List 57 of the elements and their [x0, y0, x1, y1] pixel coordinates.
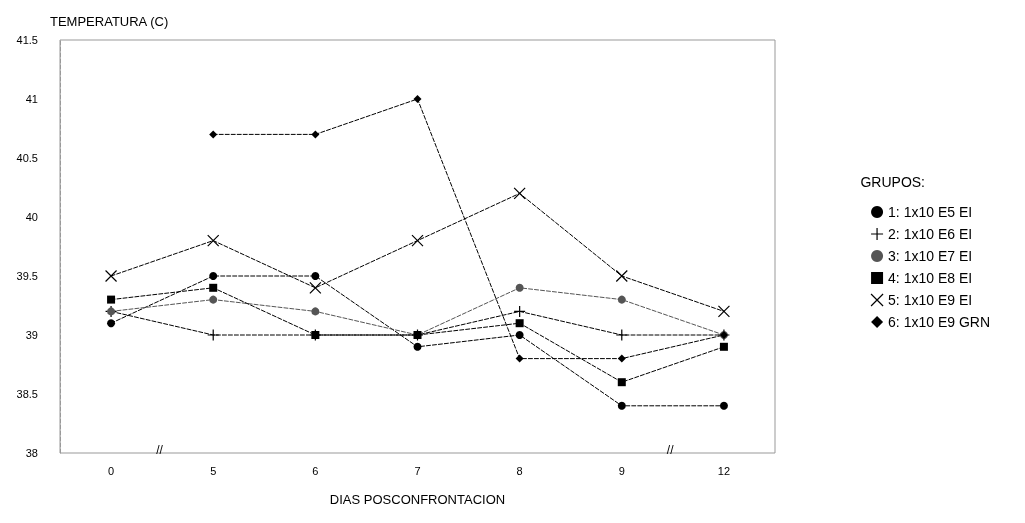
point	[209, 272, 218, 280]
y-tick-label: 38.5	[16, 388, 38, 400]
legend-label: 2: 1x10 E6 EI	[888, 226, 973, 242]
legend-label: 5: 1x10 E9 EI	[888, 292, 973, 308]
point	[207, 328, 220, 342]
point	[617, 354, 626, 363]
point	[413, 342, 422, 351]
point	[311, 130, 320, 139]
point	[515, 354, 524, 363]
point	[617, 295, 626, 304]
point	[515, 283, 524, 292]
y-tick-label: 39.5	[16, 270, 38, 282]
point	[209, 130, 218, 139]
point	[104, 269, 118, 283]
point	[617, 401, 626, 410]
y-tick-label: 38	[25, 447, 38, 459]
point	[719, 401, 728, 410]
point	[107, 319, 116, 328]
point	[311, 272, 320, 280]
x-tick-label: 6	[312, 464, 319, 477]
y-tick-label: 41	[25, 93, 38, 105]
point	[107, 295, 116, 304]
point	[617, 378, 626, 387]
y-tick-label: 39	[25, 329, 38, 341]
point	[207, 234, 220, 247]
y-axis-title: TEMPERATURA (C)	[50, 14, 169, 29]
x-tick-label: 5	[210, 464, 217, 477]
point	[515, 319, 524, 328]
point	[513, 187, 526, 200]
point	[311, 307, 320, 316]
point	[413, 95, 422, 103]
y-tick-label: 40.5	[16, 152, 38, 164]
point	[209, 295, 218, 304]
annotation: //	[666, 443, 675, 457]
x-tick-label: 7	[414, 464, 421, 477]
point	[209, 283, 218, 292]
legend-title: GRUPOS:	[860, 174, 926, 190]
x-tick-label: 0	[108, 464, 115, 477]
x-axis-title: DIAS POSCONFRONTACION	[329, 492, 506, 507]
point	[717, 305, 731, 318]
legend-label: 1: 1x10 E5 EI	[888, 204, 973, 220]
x-tick-label: 8	[516, 464, 523, 477]
legend-label: 4: 1x10 E8 EI	[888, 270, 973, 286]
point	[513, 305, 526, 318]
y-tick-label: 41.5	[16, 34, 38, 46]
point	[719, 342, 728, 351]
point	[515, 331, 524, 339]
x-tick-label: 12	[717, 464, 731, 477]
x-tick-label: 9	[618, 464, 625, 477]
legend-label: 6: 1x10 E9 GRN	[888, 314, 990, 330]
point	[615, 328, 628, 342]
y-tick-label: 40	[25, 211, 38, 223]
annotation: //	[156, 443, 164, 457]
point	[309, 281, 322, 294]
legend-label: 3: 1x10 E7 EI	[888, 248, 973, 264]
point	[615, 269, 628, 283]
point	[411, 234, 424, 247]
